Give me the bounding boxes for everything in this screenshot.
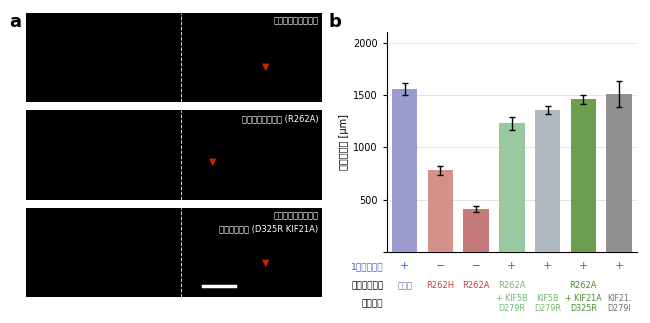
Text: ▼: ▼ xyxy=(262,62,269,71)
Text: +: + xyxy=(543,262,552,271)
Bar xyxy=(428,170,453,252)
Text: 1分子の運動: 1分子の運動 xyxy=(351,262,383,271)
Text: 変異キネシン (D325R KIF21A): 変異キネシン (D325R KIF21A) xyxy=(220,224,318,234)
Bar xyxy=(535,110,560,252)
Bar xyxy=(463,209,489,252)
Text: +: + xyxy=(614,262,624,271)
Text: 野生型: 野生型 xyxy=(397,281,412,290)
Bar xyxy=(392,89,417,252)
Text: ▼: ▼ xyxy=(209,157,216,167)
Text: キネシン: キネシン xyxy=(362,299,383,308)
Text: 変異チューブリン (R262A): 変異チューブリン (R262A) xyxy=(242,114,318,123)
Text: 変異チューブリン＋: 変異チューブリン＋ xyxy=(274,211,318,220)
Bar xyxy=(499,123,525,252)
Text: KIF5B: KIF5B xyxy=(536,294,559,303)
Text: D279I: D279I xyxy=(607,304,631,313)
Y-axis label: 脳梁の長さ [μm]: 脳梁の長さ [μm] xyxy=(339,114,349,170)
Bar xyxy=(571,99,596,252)
Text: R262A: R262A xyxy=(569,281,597,290)
Text: D279R: D279R xyxy=(534,304,561,313)
Text: D279R: D279R xyxy=(499,304,525,313)
Text: R262A: R262A xyxy=(498,281,526,290)
Text: b: b xyxy=(328,13,341,31)
Text: −: − xyxy=(436,262,445,271)
Text: +: + xyxy=(578,262,588,271)
Text: +: + xyxy=(507,262,517,271)
Text: + KIF21A: + KIF21A xyxy=(565,294,602,303)
Text: D325R: D325R xyxy=(570,304,597,313)
Text: チューブリン: チューブリン xyxy=(351,281,383,290)
Text: ▼: ▼ xyxy=(262,258,269,268)
Text: a: a xyxy=(10,13,21,31)
Text: +: + xyxy=(400,262,410,271)
Text: + KIF5B: + KIF5B xyxy=(496,294,528,303)
Bar xyxy=(606,94,632,252)
Text: KIF21.: KIF21. xyxy=(607,294,631,303)
Text: 野生型チューブリン: 野生型チューブリン xyxy=(274,17,318,26)
Text: −: − xyxy=(471,262,481,271)
Text: R262A: R262A xyxy=(462,281,490,290)
Text: R262H: R262H xyxy=(426,281,454,290)
